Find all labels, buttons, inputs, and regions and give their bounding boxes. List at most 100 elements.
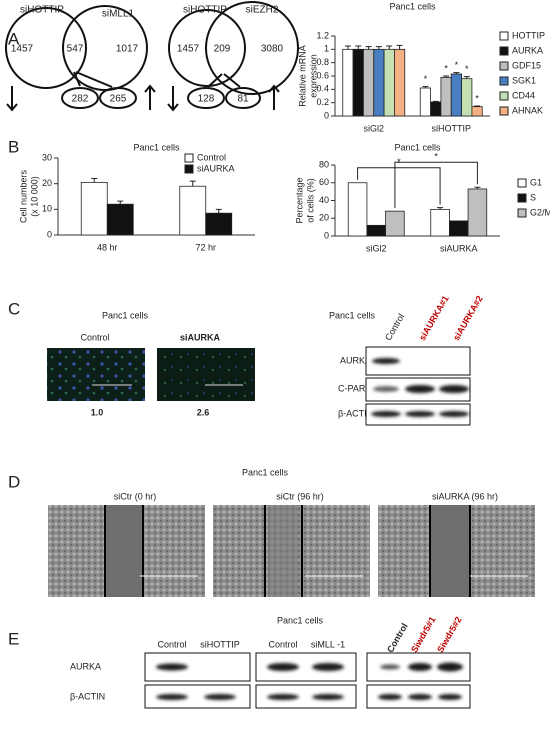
venn-count: 1017 <box>116 44 139 55</box>
legend-label: CD44 <box>512 90 535 100</box>
significance-star: * <box>475 93 479 103</box>
legend-swatch <box>517 193 527 203</box>
error-bar <box>396 44 403 50</box>
significance-star: * <box>424 74 428 84</box>
error-bar <box>189 180 196 187</box>
bar <box>383 48 395 117</box>
lane-label: siAURKA#1 <box>417 294 451 342</box>
chart-title: Panc1 cells <box>133 142 180 152</box>
bar <box>461 78 473 117</box>
error-bar <box>437 207 444 210</box>
micrograph <box>157 348 255 401</box>
error-bar <box>474 105 481 107</box>
venn-up-count: 265 <box>110 94 127 105</box>
legend-label: siAURKA <box>197 163 235 173</box>
y-axis-label: of cells (%) <box>305 178 315 223</box>
x-tick-label: siAURKA <box>440 243 478 253</box>
panel-label: C <box>8 299 20 318</box>
y-tick-label: 0.2 <box>316 97 329 107</box>
bar <box>106 203 134 236</box>
bar <box>385 210 405 237</box>
lane-label: Control <box>383 312 406 342</box>
legend-swatch <box>499 106 509 116</box>
significance-star: * <box>444 63 448 73</box>
panel-label: D <box>8 472 20 491</box>
lane-label: Siwdr5#2 <box>435 615 463 654</box>
error-bar <box>375 46 382 50</box>
panel-label: B <box>8 137 19 156</box>
panel-label: E <box>8 629 19 648</box>
image-label: siCtr (0 hr) <box>114 491 157 501</box>
bar <box>419 87 431 117</box>
image-label: siAURKA (96 hr) <box>432 491 498 501</box>
scratch-image <box>213 505 370 597</box>
y-tick-label: 0 <box>324 110 329 120</box>
lane-label: siAURKA#2 <box>451 294 485 342</box>
chart-title: Panc1 cells <box>389 1 436 11</box>
error-bar <box>355 45 362 50</box>
legend-label: G1 <box>530 177 542 187</box>
error-bar <box>463 76 470 79</box>
error-bar <box>474 186 481 189</box>
bar <box>179 185 207 236</box>
panel-title: Panc1 cells <box>242 467 289 477</box>
bar <box>467 188 488 237</box>
row-label: β-ACTIN <box>70 691 105 701</box>
legend-swatch <box>499 76 509 86</box>
bar <box>205 212 233 236</box>
error-bar <box>453 72 460 74</box>
bar <box>430 208 450 237</box>
significance-bracket <box>357 167 441 205</box>
lane-label: Control <box>385 621 410 654</box>
y-axis-label: Cell numbers <box>18 169 28 223</box>
venn-diagram <box>5 5 156 112</box>
bar <box>450 73 462 117</box>
bar <box>80 181 108 236</box>
error-bar <box>443 75 450 78</box>
row-label: β-ACTIN <box>338 408 373 418</box>
y-tick-label: 30 <box>42 152 52 162</box>
lane-label: Control <box>268 639 297 649</box>
y-tick-label: 0.6 <box>316 70 329 80</box>
venn-set-label: siMLL1 <box>102 9 135 20</box>
legend-label: AHNAK <box>512 105 543 115</box>
y-tick-label: 20 <box>319 213 329 223</box>
y-axis-label: (x 10 000) <box>29 176 39 217</box>
panel-title: Panc1 cells <box>102 310 149 320</box>
error-bar <box>215 208 222 214</box>
venn-down-count: 128 <box>198 94 215 105</box>
venn-down-count: 282 <box>72 94 89 105</box>
bar <box>440 76 452 117</box>
legend-swatch <box>517 208 527 218</box>
legend-label: S <box>530 192 536 202</box>
significance-star: * <box>455 60 459 70</box>
y-tick-label: 0.8 <box>316 57 329 67</box>
venn-count: 3080 <box>261 44 284 55</box>
row-label: C-PARP <box>338 383 371 393</box>
bar <box>394 48 406 117</box>
venn-count: 1457 <box>11 44 34 55</box>
legend-swatch <box>184 153 194 163</box>
y-axis-label: Relative mRNA <box>297 45 307 107</box>
panel-title: Panc1 cells <box>277 615 324 625</box>
error-bar <box>386 45 393 50</box>
error-bar <box>91 178 98 183</box>
venn-set-label: siHOTTIP <box>20 5 64 16</box>
y-axis-label: Percentage <box>294 177 304 223</box>
legend-swatch <box>499 31 509 41</box>
error-bar <box>432 100 439 102</box>
blot <box>144 652 471 709</box>
row-label: AURKA <box>340 355 371 365</box>
legend-label: G2/M <box>530 207 550 217</box>
y-tick-label: 1 <box>324 44 329 54</box>
y-tick-label: 0 <box>324 230 329 240</box>
error-bar <box>344 45 351 50</box>
legend-label: AURKA <box>512 45 543 55</box>
venn-count: 209 <box>214 44 231 55</box>
scratch-image <box>378 505 535 597</box>
lane-label: Siwdr5#1 <box>409 615 437 654</box>
y-axis-label: expression <box>308 54 318 98</box>
significance-star: * <box>434 152 438 162</box>
error-bar <box>365 46 372 50</box>
